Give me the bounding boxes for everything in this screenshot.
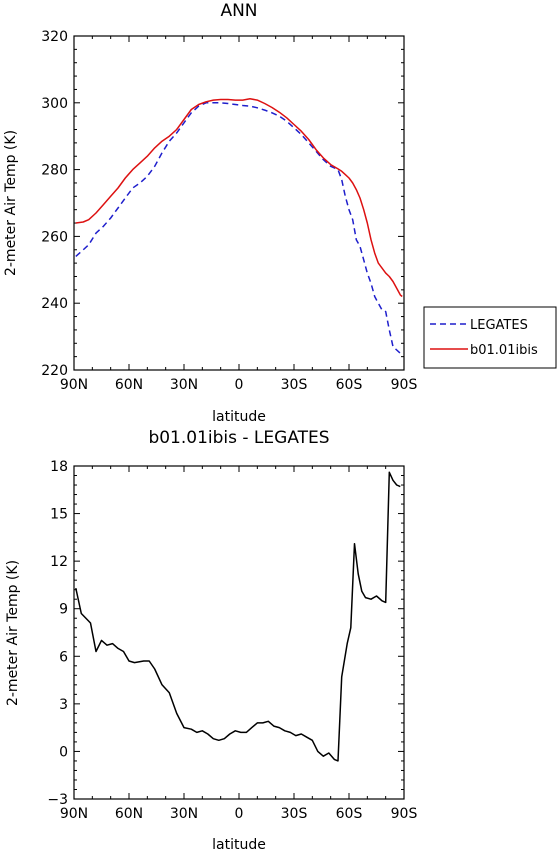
top-x-tick-label: 30N — [170, 377, 198, 393]
top-chart-title: ANN — [220, 1, 257, 21]
top-y-tick-label: 320 — [41, 29, 68, 45]
top-x-axis-label: latitude — [212, 409, 266, 425]
top-plot-frame — [73, 35, 405, 371]
bottom-x-tick-label: 90N — [60, 806, 88, 822]
bottom-y-tick-label: −3 — [47, 792, 68, 808]
top-x-tick-label: 30S — [281, 377, 308, 393]
bottom-x-tick-label: 90S — [391, 806, 418, 822]
top-series-line-legates — [75, 102, 403, 355]
top-y-tick-label: 260 — [41, 229, 68, 245]
bottom-x-tick-label: 30N — [170, 806, 198, 822]
top-series-line-b01-01ibis — [75, 98, 403, 298]
top-x-tick-label: 90S — [391, 377, 418, 393]
legend-label-ibis: b01.01ibis — [470, 343, 538, 358]
bottom-panel-difference: b01.01ibis - LEGATES latitude 2-meter Ai… — [5, 428, 417, 852]
bottom-x-axis-label: latitude — [212, 837, 266, 852]
bottom-y-axis-label: 2-meter Air Temp (K) — [5, 560, 21, 706]
top-x-tick-label: 0 — [235, 377, 244, 393]
bottom-x-tick-label: 60S — [336, 806, 363, 822]
bottom-y-tick-label: 12 — [50, 554, 68, 570]
bottom-x-tick-label: 30S — [281, 806, 308, 822]
top-y-tick-label: 220 — [41, 363, 68, 379]
bottom-y-tick-label: 9 — [59, 602, 68, 618]
legend-label-legates: LEGATES — [470, 318, 528, 333]
top-y-axis-label: 2-meter Air Temp (K) — [3, 130, 19, 276]
bottom-y-tick-label: 18 — [50, 459, 68, 475]
bottom-x-tick-label: 60N — [115, 806, 143, 822]
top-y-tick-label: 300 — [41, 96, 68, 112]
bottom-y-tick-label: 3 — [59, 697, 68, 713]
top-x-tick-label: 60S — [336, 377, 363, 393]
bottom-y-tick-label: 15 — [50, 507, 68, 523]
bottom-y-tick-label: 6 — [59, 649, 68, 665]
bottom-y-tick-label: 0 — [59, 744, 68, 760]
bottom-plot-frame — [73, 465, 405, 800]
top-y-tick-label: 240 — [41, 296, 68, 312]
bottom-x-tick-label: 0 — [235, 806, 244, 822]
bottom-chart-title: b01.01ibis - LEGATES — [148, 428, 329, 448]
top-y-tick-label: 280 — [41, 163, 68, 179]
bottom-series-line-difference — [75, 471, 401, 762]
top-panel-temperature: ANN latitude 2-meter Air Temp (K) 90N 60N… — [3, 1, 417, 425]
top-x-tick-label: 60N — [115, 377, 143, 393]
legend: LEGATES b01.01ibis — [423, 306, 557, 369]
top-x-tick-label: 90N — [60, 377, 88, 393]
legend-box — [423, 306, 557, 369]
